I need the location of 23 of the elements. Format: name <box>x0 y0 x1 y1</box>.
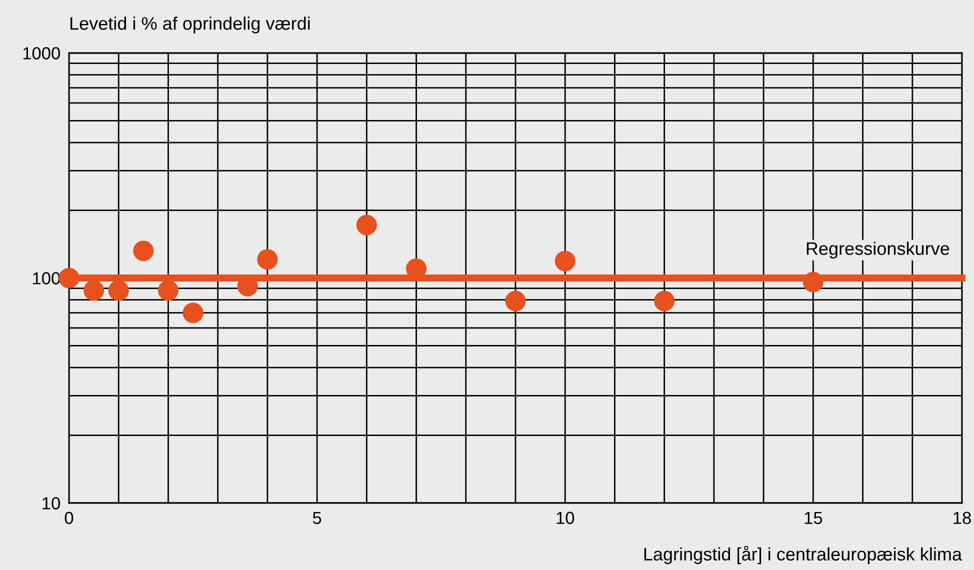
point <box>158 280 178 301</box>
x-tick-label: 0 <box>64 512 74 524</box>
point <box>58 268 80 288</box>
point <box>505 290 526 312</box>
point <box>356 214 377 236</box>
annotation: Regressionskurve <box>806 242 950 259</box>
point <box>133 240 154 262</box>
x-tick-label: 10 <box>556 512 574 524</box>
y-tick-label: 100 <box>33 272 60 284</box>
x-tick-label: 5 <box>312 512 322 524</box>
point <box>84 280 104 301</box>
point <box>257 249 278 270</box>
y-tick-label: 1000 <box>23 47 60 60</box>
x-tick-label: 15 <box>804 512 822 524</box>
point <box>108 280 129 301</box>
x-tick-label: 18 <box>954 512 971 524</box>
point <box>654 290 675 312</box>
y-axis-title: Levetid i % af oprindelig værdi <box>70 16 310 34</box>
point <box>802 272 824 292</box>
point <box>554 250 576 272</box>
point <box>182 302 204 324</box>
x-axis-title: Lagringstid [år] i centraleuropæisk klima <box>644 546 962 564</box>
y-tick-label: 10 <box>42 497 60 510</box>
